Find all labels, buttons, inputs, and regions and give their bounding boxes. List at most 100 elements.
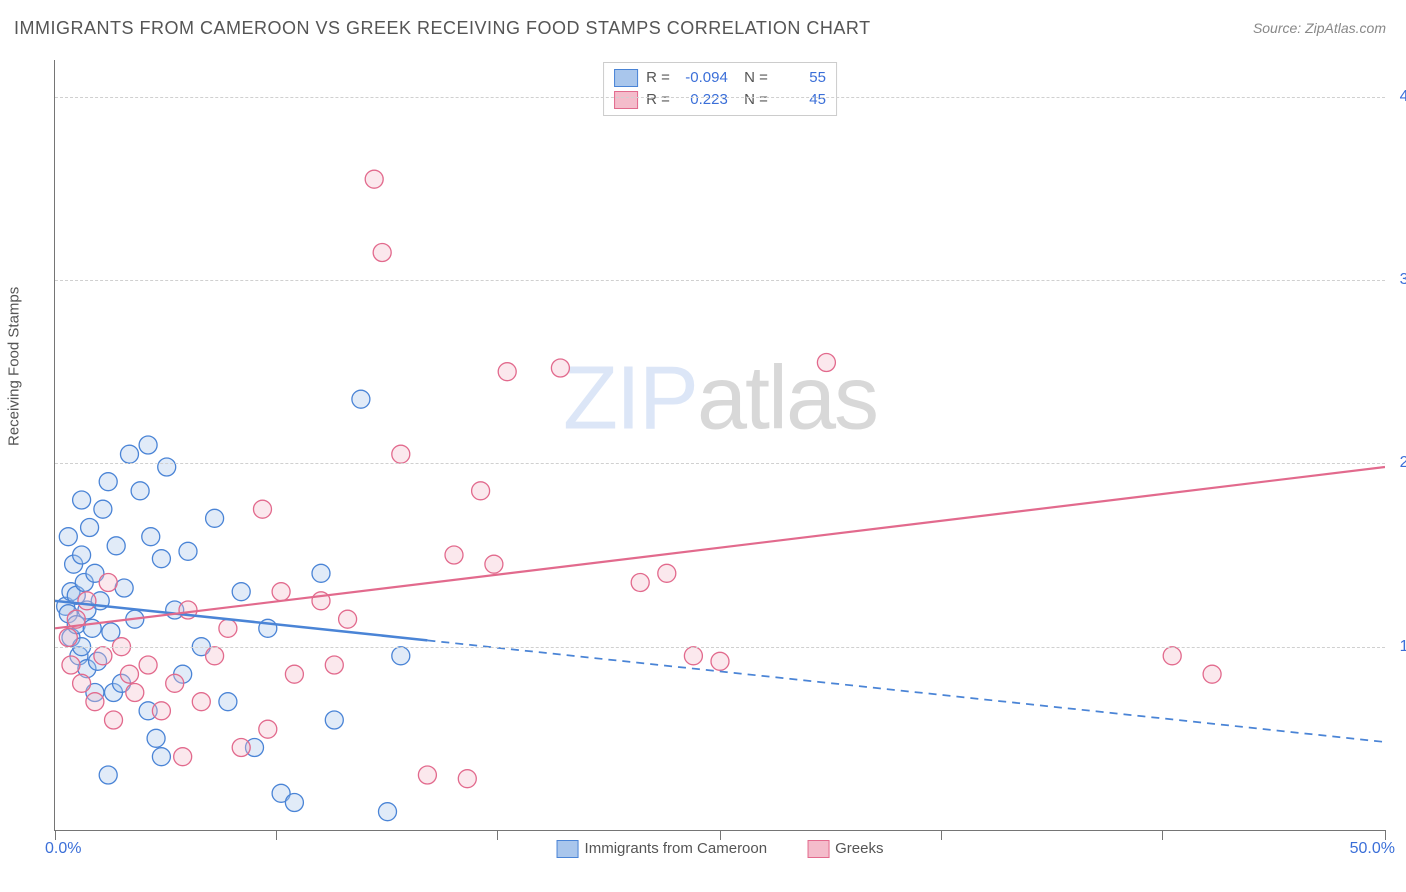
data-point [379, 803, 397, 821]
data-point [86, 693, 104, 711]
data-point [147, 729, 165, 747]
data-point [312, 564, 330, 582]
data-point [285, 665, 303, 683]
y-tick-label: 10.0% [1400, 638, 1406, 656]
data-point [59, 605, 77, 623]
data-point [219, 693, 237, 711]
data-point [152, 748, 170, 766]
data-point [152, 550, 170, 568]
data-point [62, 583, 80, 601]
data-point [91, 592, 109, 610]
data-point [498, 363, 516, 381]
legend-r-label: R = [646, 67, 670, 89]
data-point [73, 674, 91, 692]
y-tick-label: 20.0% [1400, 454, 1406, 472]
data-point [339, 610, 357, 628]
data-point [485, 555, 503, 573]
data-point [67, 616, 85, 634]
x-tick [55, 830, 56, 840]
plot-area: ZIPatlas R = -0.094 N = 55 R = 0.223 N =… [54, 60, 1385, 831]
data-point [192, 693, 210, 711]
x-axis-min-label: 0.0% [45, 840, 81, 858]
data-point [325, 711, 343, 729]
data-point [166, 601, 184, 619]
data-point [232, 739, 250, 757]
legend-bottom-swatch-1 [807, 840, 829, 858]
data-point [219, 619, 237, 637]
data-point [179, 542, 197, 560]
data-point [272, 784, 290, 802]
trend-line [55, 601, 427, 641]
trend-line-dashed [427, 640, 1385, 742]
data-point [126, 610, 144, 628]
data-point [59, 528, 77, 546]
data-point [392, 445, 410, 463]
data-point [445, 546, 463, 564]
legend-item-0: Immigrants from Cameroon [557, 840, 768, 858]
data-point [83, 619, 101, 637]
data-point [105, 711, 123, 729]
data-point [99, 473, 117, 491]
data-point [373, 244, 391, 262]
legend-n-label: N = [736, 67, 768, 89]
legend-n-label: N = [736, 89, 768, 111]
data-point [365, 170, 383, 188]
data-point [312, 592, 330, 610]
data-point [166, 674, 184, 692]
data-point [115, 579, 133, 597]
x-tick [1385, 830, 1386, 840]
data-point [57, 597, 75, 615]
data-point [174, 665, 192, 683]
chart-container: IMMIGRANTS FROM CAMEROON VS GREEK RECEIV… [0, 0, 1406, 892]
watermark-thin: atlas [697, 348, 877, 448]
data-point [86, 684, 104, 702]
chart-svg [55, 60, 1385, 830]
data-point [142, 528, 160, 546]
data-point [631, 574, 649, 592]
gridline [55, 97, 1385, 98]
data-point [120, 665, 138, 683]
data-point [711, 652, 729, 670]
data-point [174, 748, 192, 766]
data-point [78, 660, 96, 678]
legend-r-value-0: -0.094 [678, 67, 728, 89]
data-point [325, 656, 343, 674]
data-point [126, 684, 144, 702]
legend-n-value-1: 45 [776, 89, 826, 111]
data-point [152, 702, 170, 720]
data-point [67, 586, 85, 604]
legend-r-label: R = [646, 89, 670, 111]
correlation-legend: R = -0.094 N = 55 R = 0.223 N = 45 [603, 62, 837, 116]
data-point [75, 574, 93, 592]
x-axis-max-label: 50.0% [1350, 840, 1395, 858]
legend-n-value-0: 55 [776, 67, 826, 89]
data-point [253, 500, 271, 518]
data-point [62, 656, 80, 674]
data-point [62, 629, 80, 647]
data-point [139, 702, 157, 720]
series-legend: Immigrants from Cameroon Greeks [557, 840, 884, 858]
legend-swatch-1 [614, 91, 638, 109]
legend-row-series-1: R = 0.223 N = 45 [614, 89, 826, 111]
data-point [472, 482, 490, 500]
data-point [131, 482, 149, 500]
y-axis-title: Receiving Food Stamps [6, 287, 23, 446]
x-tick [497, 830, 498, 840]
gridline [55, 280, 1385, 281]
data-point [102, 623, 120, 641]
source-label: Source: ZipAtlas.com [1253, 20, 1386, 36]
watermark-bold: ZIP [563, 348, 697, 448]
data-point [285, 794, 303, 812]
data-point [259, 619, 277, 637]
data-point [1163, 647, 1181, 665]
data-point [139, 436, 157, 454]
data-point [81, 519, 99, 537]
legend-swatch-0 [614, 69, 638, 87]
legend-bottom-swatch-0 [557, 840, 579, 858]
data-point [94, 500, 112, 518]
data-point [99, 766, 117, 784]
data-point [206, 647, 224, 665]
data-point [206, 509, 224, 527]
data-point [179, 601, 197, 619]
legend-bottom-label-0: Immigrants from Cameroon [585, 840, 768, 857]
